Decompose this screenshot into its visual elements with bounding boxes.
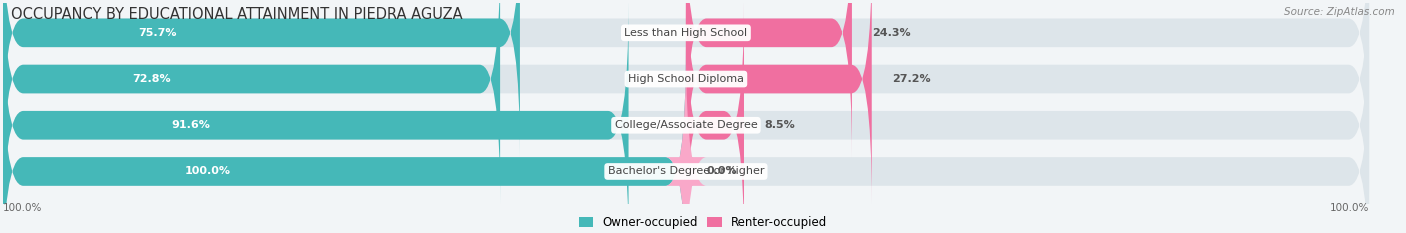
FancyBboxPatch shape <box>686 1 744 233</box>
Text: 8.5%: 8.5% <box>765 120 796 130</box>
Text: 100.0%: 100.0% <box>1330 203 1369 213</box>
Text: 0.0%: 0.0% <box>706 166 737 176</box>
Text: College/Associate Degree: College/Associate Degree <box>614 120 758 130</box>
FancyBboxPatch shape <box>3 47 1369 233</box>
Text: 100.0%: 100.0% <box>184 166 231 176</box>
FancyBboxPatch shape <box>3 47 686 233</box>
Text: 75.7%: 75.7% <box>139 28 177 38</box>
Text: 91.6%: 91.6% <box>172 120 209 130</box>
FancyBboxPatch shape <box>3 0 520 157</box>
Text: 27.2%: 27.2% <box>893 74 931 84</box>
FancyBboxPatch shape <box>3 0 1369 157</box>
Text: Less than High School: Less than High School <box>624 28 748 38</box>
FancyBboxPatch shape <box>3 0 1369 203</box>
FancyBboxPatch shape <box>3 0 501 203</box>
Text: High School Diploma: High School Diploma <box>628 74 744 84</box>
Text: Source: ZipAtlas.com: Source: ZipAtlas.com <box>1284 7 1395 17</box>
Text: 72.8%: 72.8% <box>132 74 172 84</box>
FancyBboxPatch shape <box>3 1 628 233</box>
Text: OCCUPANCY BY EDUCATIONAL ATTAINMENT IN PIEDRA AGUZA: OCCUPANCY BY EDUCATIONAL ATTAINMENT IN P… <box>11 7 463 22</box>
Text: Bachelor's Degree or higher: Bachelor's Degree or higher <box>607 166 765 176</box>
Text: 24.3%: 24.3% <box>872 28 911 38</box>
Text: 100.0%: 100.0% <box>3 203 42 213</box>
FancyBboxPatch shape <box>686 0 852 157</box>
FancyBboxPatch shape <box>3 1 1369 233</box>
Legend: Owner-occupied, Renter-occupied: Owner-occupied, Renter-occupied <box>574 212 832 233</box>
FancyBboxPatch shape <box>665 47 706 233</box>
FancyBboxPatch shape <box>686 0 872 203</box>
